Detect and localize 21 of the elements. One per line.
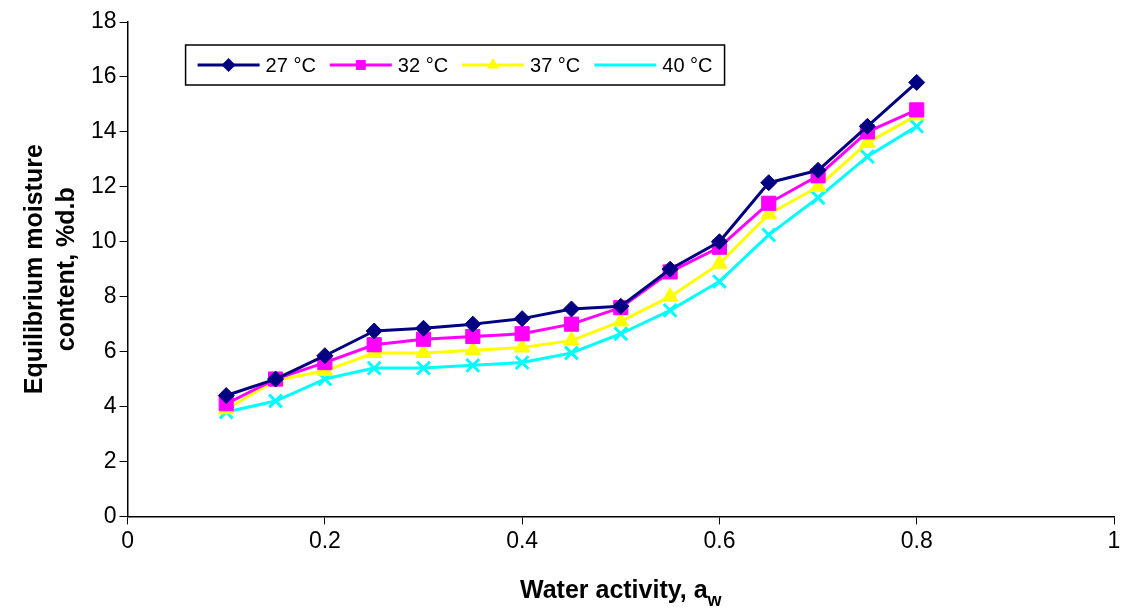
y-tick-label: 4 [103, 391, 117, 418]
x-tick-label: 0.8 [900, 526, 933, 553]
legend-label: 40 °C [662, 53, 713, 76]
y-axis-title: Equilibrium moisture content, %d.b [19, 144, 79, 395]
legend-label: 37 °C [530, 53, 581, 76]
y-tick-label: 14 [90, 117, 117, 144]
y-tick-label: 18 [90, 7, 117, 34]
x-tick-label: 0 [121, 526, 134, 553]
x-tick-label: 1 [1107, 526, 1121, 553]
legend-label: 32 °C [397, 53, 449, 76]
x-tick-label: 0.4 [506, 526, 539, 553]
y-tick-label: 2 [103, 446, 117, 473]
legend-label: 27 °C [265, 53, 316, 76]
y-tick-label: 16 [90, 62, 117, 89]
y-tick-label: 8 [103, 282, 117, 309]
y-tick-label: 0 [103, 501, 117, 528]
x-tick-label: 0.2 [308, 526, 341, 553]
x-tick-label: 0.6 [703, 526, 736, 553]
y-tick-label: 10 [90, 227, 117, 254]
y-tick-label: 12 [90, 172, 117, 199]
y-tick-label: 6 [103, 336, 117, 363]
